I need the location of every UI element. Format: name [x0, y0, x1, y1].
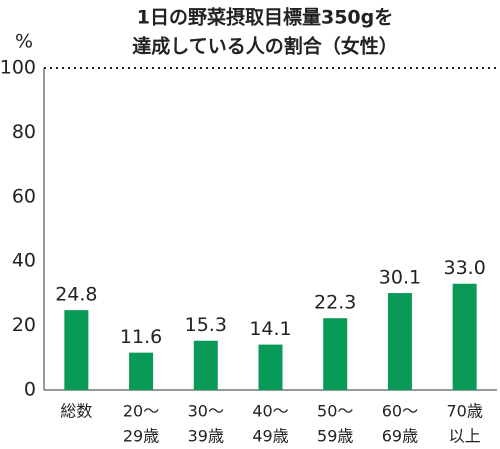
x-tick-label: 59歳 — [317, 427, 353, 446]
bar — [452, 283, 477, 390]
y-tick-label: 20 — [12, 314, 36, 336]
y-tick-label: 100 — [0, 57, 36, 79]
bar — [387, 293, 412, 390]
value-label: 30.1 — [379, 267, 421, 289]
value-label: 11.6 — [120, 326, 162, 348]
x-tick-label: 49歳 — [252, 427, 288, 446]
bar — [64, 310, 89, 390]
x-tick-label: 39歳 — [188, 427, 224, 446]
x-tick-label: 50～ — [317, 402, 353, 421]
y-tick-label: 60 — [12, 185, 36, 207]
value-label: 14.1 — [249, 318, 291, 340]
x-tick-label: 69歳 — [382, 427, 418, 446]
x-tick-label: 30～ — [188, 402, 224, 421]
bar — [129, 352, 154, 390]
value-label: 33.0 — [443, 257, 485, 279]
chart-title: 1日の野菜摂取目標量350gを — [137, 6, 393, 29]
x-tick-label: 以上 — [449, 427, 481, 446]
value-label: 24.8 — [55, 284, 97, 306]
x-tick-label: 40～ — [252, 402, 288, 421]
x-tick-label: 総数 — [60, 402, 92, 421]
y-tick-label: 0 — [24, 379, 36, 401]
value-label: 22.3 — [314, 292, 356, 314]
x-tick-label: 70歳 — [446, 402, 482, 421]
bar — [193, 340, 218, 390]
x-tick-label: 60～ — [382, 402, 418, 421]
value-label: 15.3 — [185, 314, 227, 336]
x-tick-label: 20～ — [123, 402, 159, 421]
x-tick-label: 29歳 — [123, 427, 159, 446]
y-tick-label: 40 — [12, 250, 36, 272]
bar — [323, 318, 348, 390]
y-tick-label: 80 — [12, 121, 36, 143]
chart-title: 達成している人の割合（女性） — [132, 35, 397, 58]
bar — [258, 344, 283, 390]
y-axis-label: % — [15, 31, 33, 53]
